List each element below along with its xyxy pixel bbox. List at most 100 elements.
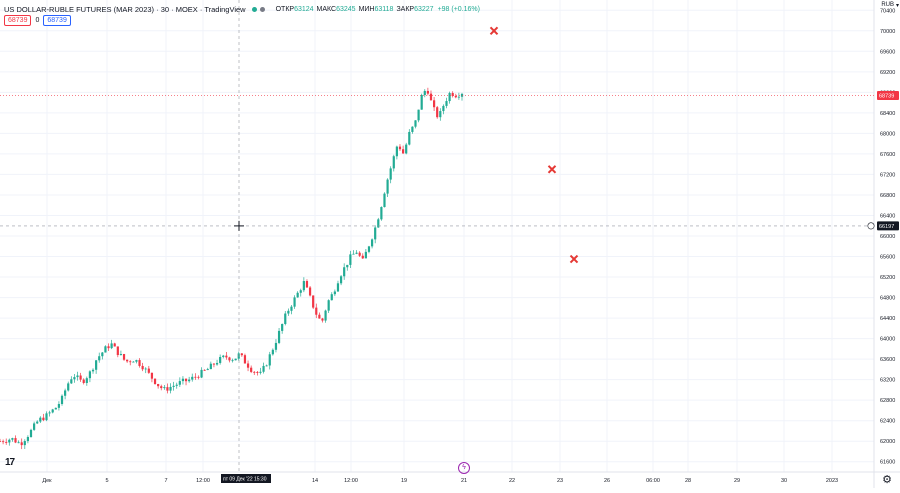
candle-body <box>411 126 414 132</box>
candle-body <box>429 93 433 101</box>
x-tick-label: 12:00 <box>196 478 210 484</box>
candle-body <box>299 290 302 293</box>
candle-body <box>377 219 380 228</box>
candle-body <box>265 365 268 367</box>
symbol-title[interactable]: US DOLLAR-RUBLE FUTURES (MAR 2023) · 30 … <box>4 4 246 14</box>
candle-body <box>268 354 271 366</box>
y-tick-label: 65600 <box>880 255 895 261</box>
candle-body <box>178 381 181 385</box>
candle-body <box>401 149 405 154</box>
x-tick-label: 30 <box>781 478 787 484</box>
candle-body <box>383 193 386 208</box>
candle-body <box>281 323 284 331</box>
y-tick-label: 63200 <box>880 378 895 384</box>
ohlc-open-value: 63124 <box>294 5 314 13</box>
y-tick-label: 62800 <box>880 398 895 404</box>
candle-body <box>122 354 126 360</box>
candle-body <box>157 383 160 387</box>
candle-body <box>234 358 237 361</box>
candle-body <box>408 131 411 145</box>
candle-body <box>439 111 442 118</box>
market-open-status-icon <box>251 6 257 12</box>
candle-body <box>215 362 219 365</box>
sell-button[interactable]: 68739 <box>4 15 32 26</box>
x-tick-label: 06:00 <box>646 478 660 484</box>
y-tick-label: 66000 <box>880 234 895 240</box>
y-tick-label: 67600 <box>880 152 895 158</box>
x-tick-label: 19 <box>401 478 407 484</box>
candle-body <box>172 385 175 387</box>
candle-body <box>389 168 392 180</box>
candle-body <box>222 355 225 357</box>
candle-body <box>457 96 460 98</box>
candle-body <box>23 441 26 446</box>
y-tick-label: 68400 <box>880 111 895 117</box>
candle-body <box>361 255 364 259</box>
chevron-down-icon[interactable]: ▾ <box>895 3 899 9</box>
currency-selector[interactable]: RUB <box>881 2 894 8</box>
ohlc-high-key: МАКС <box>316 5 337 13</box>
add-alert-icon[interactable] <box>867 222 875 230</box>
gear-icon[interactable]: ⚙ <box>882 474 892 486</box>
lightning-icon[interactable]: ϟ <box>458 462 470 474</box>
data-status-icon <box>259 6 265 12</box>
x-tick-label: 12:00 <box>344 478 358 484</box>
candle-body <box>73 377 76 380</box>
change-value: +98 (+0.16%) <box>437 5 480 13</box>
x-marker <box>547 165 557 174</box>
candle-body <box>163 387 166 389</box>
candle-body <box>398 146 402 150</box>
candle-body <box>11 438 14 440</box>
crosshair-time-label: пт 09 Дек '22 15:30 <box>223 477 267 483</box>
x-tick-label: 2023 <box>826 478 838 484</box>
candle-body <box>119 354 123 356</box>
candle-body <box>231 360 234 362</box>
candle-body <box>79 375 82 380</box>
candle-body <box>246 363 250 368</box>
candle-body <box>54 407 57 410</box>
candle-body <box>42 417 45 421</box>
candle-body <box>14 438 17 443</box>
candle-body <box>110 343 113 349</box>
candle-body <box>95 360 98 370</box>
y-tick-label: 68000 <box>880 131 895 137</box>
candle-body <box>67 383 70 391</box>
x-tick-label: 29 <box>734 478 740 484</box>
candle-body <box>5 442 8 443</box>
candle-body <box>141 365 144 370</box>
crosshair-time-badge <box>221 474 271 483</box>
candle-body <box>175 384 178 386</box>
candle-body <box>126 359 129 362</box>
legend-row: US DOLLAR-RUBLE FUTURES (MAR 2023) · 30 … <box>4 3 480 15</box>
candle-body <box>107 346 110 349</box>
tradingview-logo-icon[interactable]: 17 <box>5 457 15 468</box>
candle-body <box>445 101 448 106</box>
candle-body <box>91 369 95 372</box>
candle-body <box>324 310 327 321</box>
candle-body <box>0 441 2 443</box>
candle-body <box>51 409 54 413</box>
x-tick-label: 21 <box>461 478 467 484</box>
candle-body <box>290 306 293 311</box>
candle-body <box>39 417 42 422</box>
x-tick-label: 14 <box>312 478 318 484</box>
buy-button[interactable]: 68739 <box>43 15 71 26</box>
x-tick-label: 7 <box>164 478 167 484</box>
candle-body <box>442 105 445 112</box>
candle-body <box>349 254 352 265</box>
last-price-badge <box>877 90 899 100</box>
candle-body <box>212 363 216 365</box>
candle-body <box>420 94 423 110</box>
candle-body <box>85 378 88 383</box>
candle-body <box>57 403 61 408</box>
candle-body <box>284 313 287 324</box>
candle-body <box>33 423 36 430</box>
candle-body <box>104 346 107 353</box>
y-tick-label: 70000 <box>880 29 895 35</box>
candle-body <box>209 363 212 370</box>
candle-body <box>426 90 429 94</box>
candle-body <box>188 379 191 382</box>
candle-body <box>308 287 312 296</box>
